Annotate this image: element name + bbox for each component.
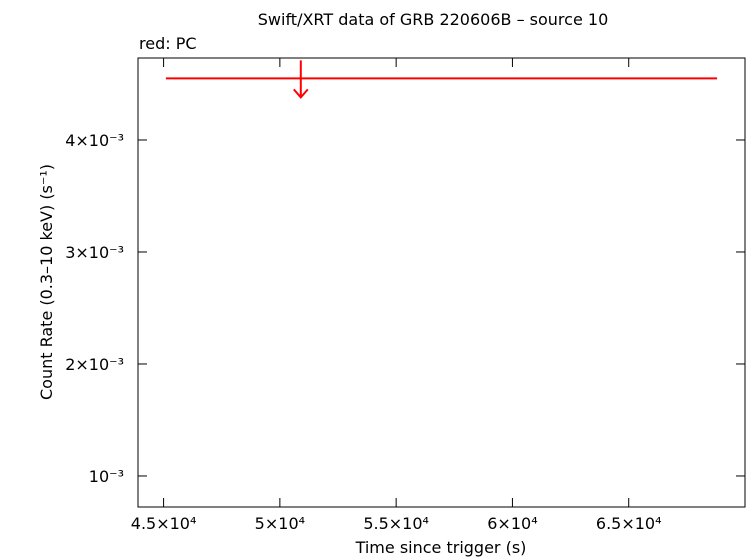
x-tick-label: 6×10⁴ bbox=[487, 514, 537, 533]
x-tick-label: 4.5×10⁴ bbox=[131, 514, 197, 533]
y-tick-label: 3×10⁻³ bbox=[65, 243, 124, 262]
x-tick-label: 5.5×10⁴ bbox=[363, 514, 429, 533]
upper-limit-arrow bbox=[293, 60, 309, 99]
x-axis-label: Time since trigger (s) bbox=[355, 538, 527, 557]
y-axis-label: Count Rate (0.3–10 keV) (s⁻¹) bbox=[37, 164, 56, 400]
y-tick-label: 2×10⁻³ bbox=[65, 355, 124, 374]
chart-title: Swift/XRT data of GRB 220606B – source 1… bbox=[258, 10, 609, 29]
x-tick-label: 5×10⁴ bbox=[255, 514, 305, 533]
y-tick-label: 10⁻³ bbox=[89, 467, 124, 486]
x-tick-label: 6.5×10⁴ bbox=[596, 514, 662, 533]
chart-subtitle: red: PC bbox=[139, 34, 197, 53]
plot-frame bbox=[137, 57, 746, 508]
y-tick-label: 4×10⁻³ bbox=[65, 131, 124, 150]
